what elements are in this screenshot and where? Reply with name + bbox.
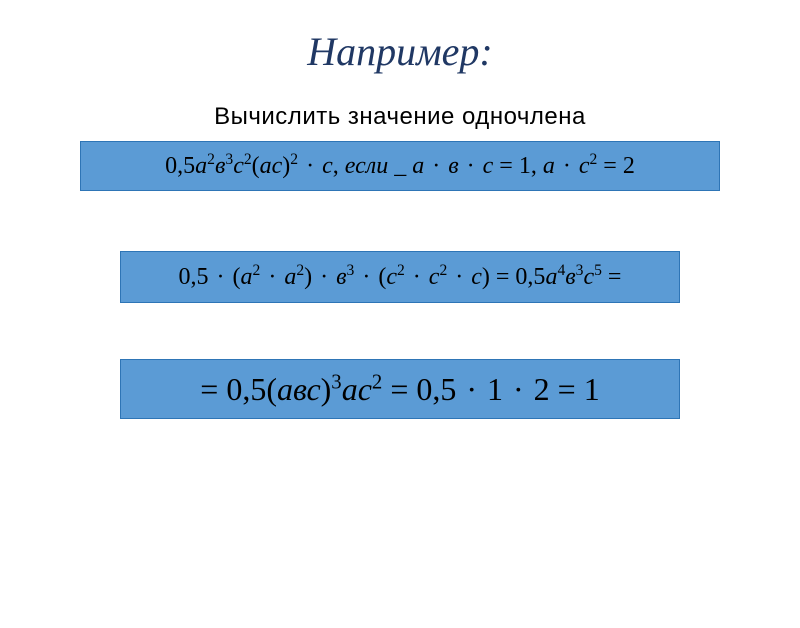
formula-box-1: 0,5а2в3с2(ас)2 · с, если _ а · в · с = 1…: [80, 141, 720, 191]
formula-box-3: = 0,5(авс)3ас2 = 0,5 · 1 · 2 = 1: [120, 359, 680, 419]
slide-subtitle: Вычислить значение одночлена: [0, 103, 800, 131]
formula-3-content: = 0,5(авс)3ас2 = 0,5 · 1 · 2 = 1: [200, 371, 599, 408]
formula-box-2: 0,5 · (а2 · а2) · в3 · (с2 · с2 · с) = 0…: [120, 251, 680, 303]
slide-title: Например:: [0, 28, 800, 75]
formula-1-content: 0,5а2в3с2(ас)2 · с, если _ а · в · с = 1…: [165, 153, 635, 180]
formula-2-content: 0,5 · (а2 · а2) · в3 · (с2 · с2 · с) = 0…: [179, 264, 622, 291]
